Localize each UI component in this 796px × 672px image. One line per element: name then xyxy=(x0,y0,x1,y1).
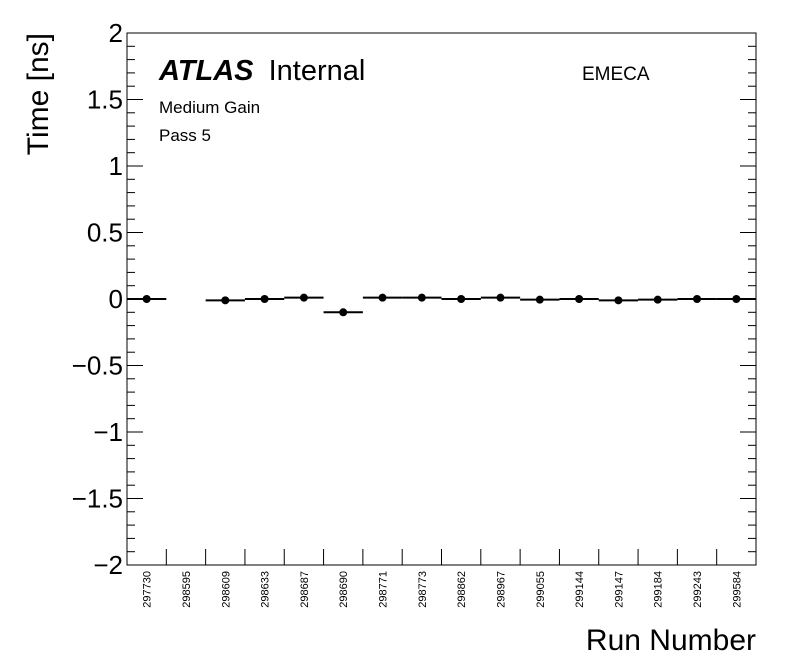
x-tick-labels: 297730 298595 298609 298633 298687 298690 2987… xyxy=(142,571,744,608)
x-tick-label: 298690 xyxy=(338,571,350,608)
data-point xyxy=(339,308,348,317)
x-tick-label: 299184 xyxy=(653,571,665,608)
x-tick-label: 298967 xyxy=(495,571,507,608)
data-point xyxy=(260,295,269,303)
data-point xyxy=(417,293,426,302)
data-point xyxy=(732,295,741,303)
y-tick-label: −0.5 xyxy=(72,351,123,381)
y-tick-labels: 2 1.5 1 0.5 0 −0.5 −1 −1.5 −2 xyxy=(72,18,123,580)
y-tick-label: 0 xyxy=(109,284,123,314)
data-point xyxy=(221,296,230,305)
data-point xyxy=(693,295,702,303)
y-tick-label: −1.5 xyxy=(72,484,123,514)
gain-label: Medium Gain xyxy=(159,98,260,117)
y-tick-label: −2 xyxy=(93,550,123,580)
data-points xyxy=(142,293,741,317)
x-tick-label: 298862 xyxy=(456,571,468,608)
x-tick-label: 298687 xyxy=(299,571,311,608)
x-tick-label: 298609 xyxy=(220,571,232,608)
atlas-text: ATLAS xyxy=(158,55,254,87)
data-point xyxy=(457,295,466,303)
x-tick-label: 299055 xyxy=(535,571,547,608)
data-point xyxy=(142,295,151,303)
x-axis-label: Run Number xyxy=(586,624,756,657)
x-tick-label: 298771 xyxy=(378,571,390,608)
y-tick-label: −1 xyxy=(93,417,123,447)
atlas-label: ATLAS Internal xyxy=(158,55,365,87)
x-tick-label: 299147 xyxy=(613,571,625,608)
region-label: EMECA xyxy=(582,64,650,85)
x-tick-label: 298773 xyxy=(417,571,429,608)
internal-text: Internal xyxy=(269,55,366,87)
y-tick-label: 0.5 xyxy=(87,218,123,248)
x-tick-label: 297730 xyxy=(142,571,154,608)
x-tick-label: 299584 xyxy=(731,571,743,608)
y-axis-label: Time [ns] xyxy=(22,33,55,155)
x-tick-label: 299144 xyxy=(574,571,586,608)
data-point xyxy=(299,293,308,302)
y-tick-label: 2 xyxy=(109,18,123,48)
data-point xyxy=(535,295,544,304)
pass-label: Pass 5 xyxy=(159,126,211,145)
y-tick-label: 1.5 xyxy=(87,85,123,115)
x-tick-label: 298633 xyxy=(260,571,272,608)
x-tick-label: 298595 xyxy=(181,571,193,608)
data-point xyxy=(575,295,584,303)
data-point xyxy=(653,295,662,304)
data-point xyxy=(378,293,387,302)
y-tick-label: 1 xyxy=(109,151,123,181)
data-point xyxy=(496,293,505,302)
data-point xyxy=(614,296,623,305)
x-tick-label: 299243 xyxy=(692,571,704,608)
